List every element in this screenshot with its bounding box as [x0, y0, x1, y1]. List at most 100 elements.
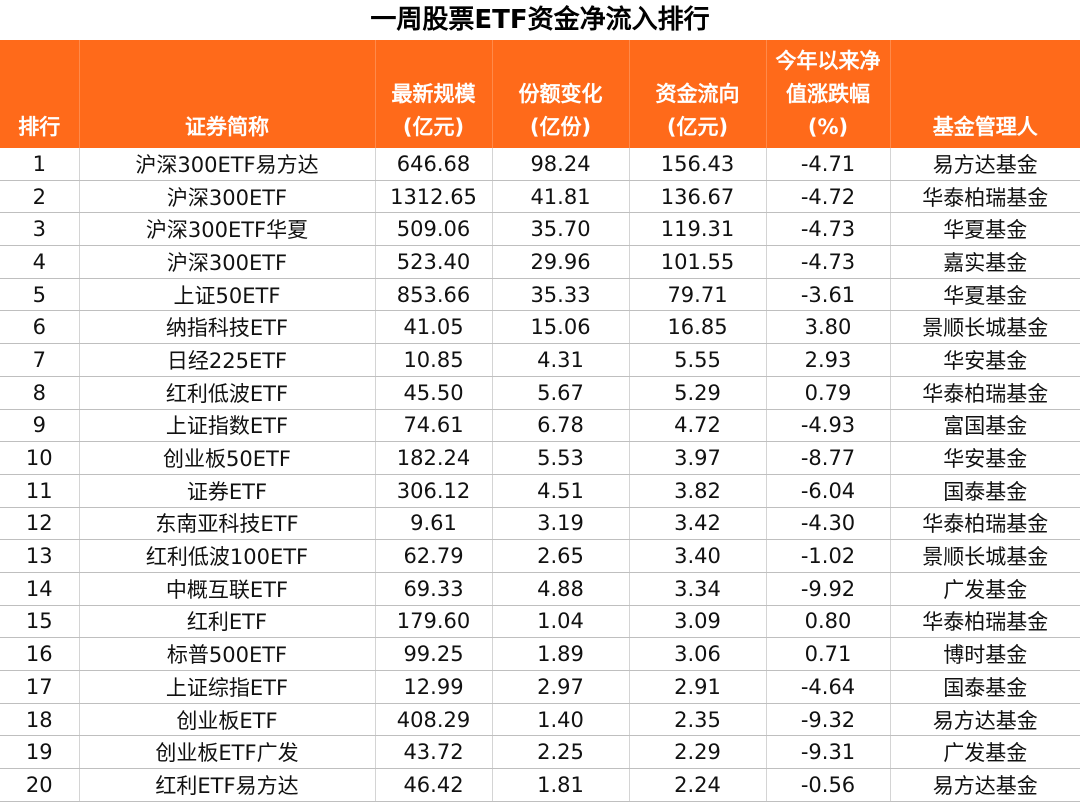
name-cell: 日经225ETF: [79, 343, 376, 377]
name-cell: 创业板ETF广发: [79, 735, 376, 770]
flow-cell: 2.91: [629, 670, 767, 704]
scale-cell: 182.24: [375, 441, 493, 475]
ytd-return-cell: -9.31: [766, 735, 891, 770]
flow-cell: 136.67: [629, 180, 767, 214]
scale-cell: 41.05: [375, 310, 493, 345]
share-change-cell: 1.40: [492, 703, 630, 737]
name-cell: 沪深300ETF易方达: [79, 148, 376, 181]
scale-cell: 69.33: [375, 572, 493, 606]
table-row: 15 红利ETF 179.60 1.04 3.09 0.80 华泰柏瑞基金: [0, 605, 1080, 639]
share-change-cell: 2.65: [492, 539, 630, 573]
table-row: 4 沪深300ETF 523.40 29.96 101.55 -4.73 嘉实基金: [0, 245, 1080, 279]
manager-cell: 富国基金: [890, 409, 1080, 443]
share-change-cell: 29.96: [492, 245, 630, 279]
manager-cell: 国泰基金: [890, 670, 1080, 704]
rank-cell: 7: [0, 343, 80, 377]
flow-cell: 3.09: [629, 605, 767, 639]
flow-cell: 3.42: [629, 507, 767, 541]
rank-cell: 9: [0, 409, 80, 443]
manager-cell: 广发基金: [890, 735, 1080, 770]
manager-cell: 国泰基金: [890, 474, 1080, 508]
rank-cell: 19: [0, 735, 80, 770]
name-cell: 上证50ETF: [79, 278, 376, 312]
scale-cell: 646.68: [375, 148, 493, 181]
name-cell: 东南亚科技ETF: [79, 507, 376, 541]
share-change-cell: 35.70: [492, 212, 630, 247]
flow-cell: 2.29: [629, 735, 767, 770]
share-change-cell: 2.97: [492, 670, 630, 704]
scale-cell: 74.61: [375, 409, 493, 443]
scale-cell: 853.66: [375, 278, 493, 312]
scale-cell: 9.61: [375, 507, 493, 541]
manager-cell: 景顺长城基金: [890, 310, 1080, 345]
flow-cell: 101.55: [629, 245, 767, 279]
manager-cell: 华安基金: [890, 343, 1080, 377]
flow-cell: 3.82: [629, 474, 767, 508]
column-header-line: 基金管理人: [932, 115, 1038, 139]
ytd-return-cell: -9.92: [766, 572, 891, 606]
column-header-4: 资金流向 (亿元): [629, 40, 767, 148]
scale-cell: 179.60: [375, 605, 493, 639]
column-header-1: 证券简称: [79, 40, 376, 148]
column-header-line: (亿份): [529, 115, 592, 139]
share-change-cell: 1.81: [492, 768, 630, 802]
name-cell: 创业板ETF: [79, 703, 376, 737]
ytd-return-cell: -4.71: [766, 148, 891, 181]
share-change-cell: 6.78: [492, 409, 630, 443]
table-row: 16 标普500ETF 99.25 1.89 3.06 0.71 博时基金: [0, 637, 1080, 671]
rank-cell: 8: [0, 376, 80, 410]
manager-cell: 嘉实基金: [890, 245, 1080, 279]
scale-cell: 43.72: [375, 735, 493, 770]
name-cell: 中概互联ETF: [79, 572, 376, 606]
table-row: 8 红利低波ETF 45.50 5.67 5.29 0.79 华泰柏瑞基金: [0, 376, 1080, 410]
manager-cell: 博时基金: [890, 637, 1080, 671]
rank-cell: 16: [0, 637, 80, 671]
table-row: 3 沪深300ETF华夏 509.06 35.70 119.31 -4.73 华夏基金: [0, 212, 1080, 247]
ytd-return-cell: 0.71: [766, 637, 891, 671]
manager-cell: 华泰柏瑞基金: [890, 376, 1080, 410]
scale-cell: 1312.65: [375, 180, 493, 214]
ytd-return-cell: 0.79: [766, 376, 891, 410]
flow-cell: 3.40: [629, 539, 767, 573]
manager-cell: 易方达基金: [890, 703, 1080, 737]
ytd-return-cell: -0.56: [766, 768, 891, 802]
flow-cell: 156.43: [629, 148, 767, 181]
rank-cell: 10: [0, 441, 80, 475]
name-cell: 红利低波ETF: [79, 376, 376, 410]
flow-cell: 5.29: [629, 376, 767, 410]
share-change-cell: 4.88: [492, 572, 630, 606]
flow-cell: 2.35: [629, 703, 767, 737]
flow-cell: 79.71: [629, 278, 767, 312]
flow-cell: 4.72: [629, 409, 767, 443]
rank-cell: 18: [0, 703, 80, 737]
name-cell: 红利ETF: [79, 605, 376, 639]
share-change-cell: 4.51: [492, 474, 630, 508]
column-header-5: 今年以来净 值涨跌幅 (%): [766, 40, 891, 148]
column-header-line: 资金流向: [655, 82, 740, 106]
manager-cell: 易方达基金: [890, 768, 1080, 802]
ytd-return-cell: -4.72: [766, 180, 891, 214]
column-header-line: 值涨跌幅: [786, 82, 870, 106]
flow-cell: 3.06: [629, 637, 767, 671]
name-cell: 沪深300ETF: [79, 180, 376, 214]
column-header-line: 最新规模: [391, 82, 476, 106]
table-row: 13 红利低波100ETF 62.79 2.65 3.40 -1.02 景顺长城基金: [0, 539, 1080, 573]
scale-cell: 46.42: [375, 768, 493, 802]
rank-cell: 5: [0, 278, 80, 312]
ytd-return-cell: -3.61: [766, 278, 891, 312]
column-header-line: 今年以来净: [775, 49, 881, 73]
scale-cell: 62.79: [375, 539, 493, 573]
manager-cell: 广发基金: [890, 572, 1080, 606]
table-row: 10 创业板50ETF 182.24 5.53 3.97 -8.77 华安基金: [0, 441, 1080, 475]
scale-cell: 408.29: [375, 703, 493, 737]
ytd-return-cell: -4.30: [766, 507, 891, 541]
flow-cell: 5.55: [629, 343, 767, 377]
column-header-line: 证券简称: [185, 115, 269, 139]
rank-cell: 17: [0, 670, 80, 704]
scale-cell: 10.85: [375, 343, 493, 377]
column-header-0: 排行: [0, 40, 80, 148]
share-change-cell: 5.67: [492, 376, 630, 410]
scale-cell: 523.40: [375, 245, 493, 279]
ytd-return-cell: -4.93: [766, 409, 891, 443]
name-cell: 沪深300ETF华夏: [79, 212, 376, 247]
